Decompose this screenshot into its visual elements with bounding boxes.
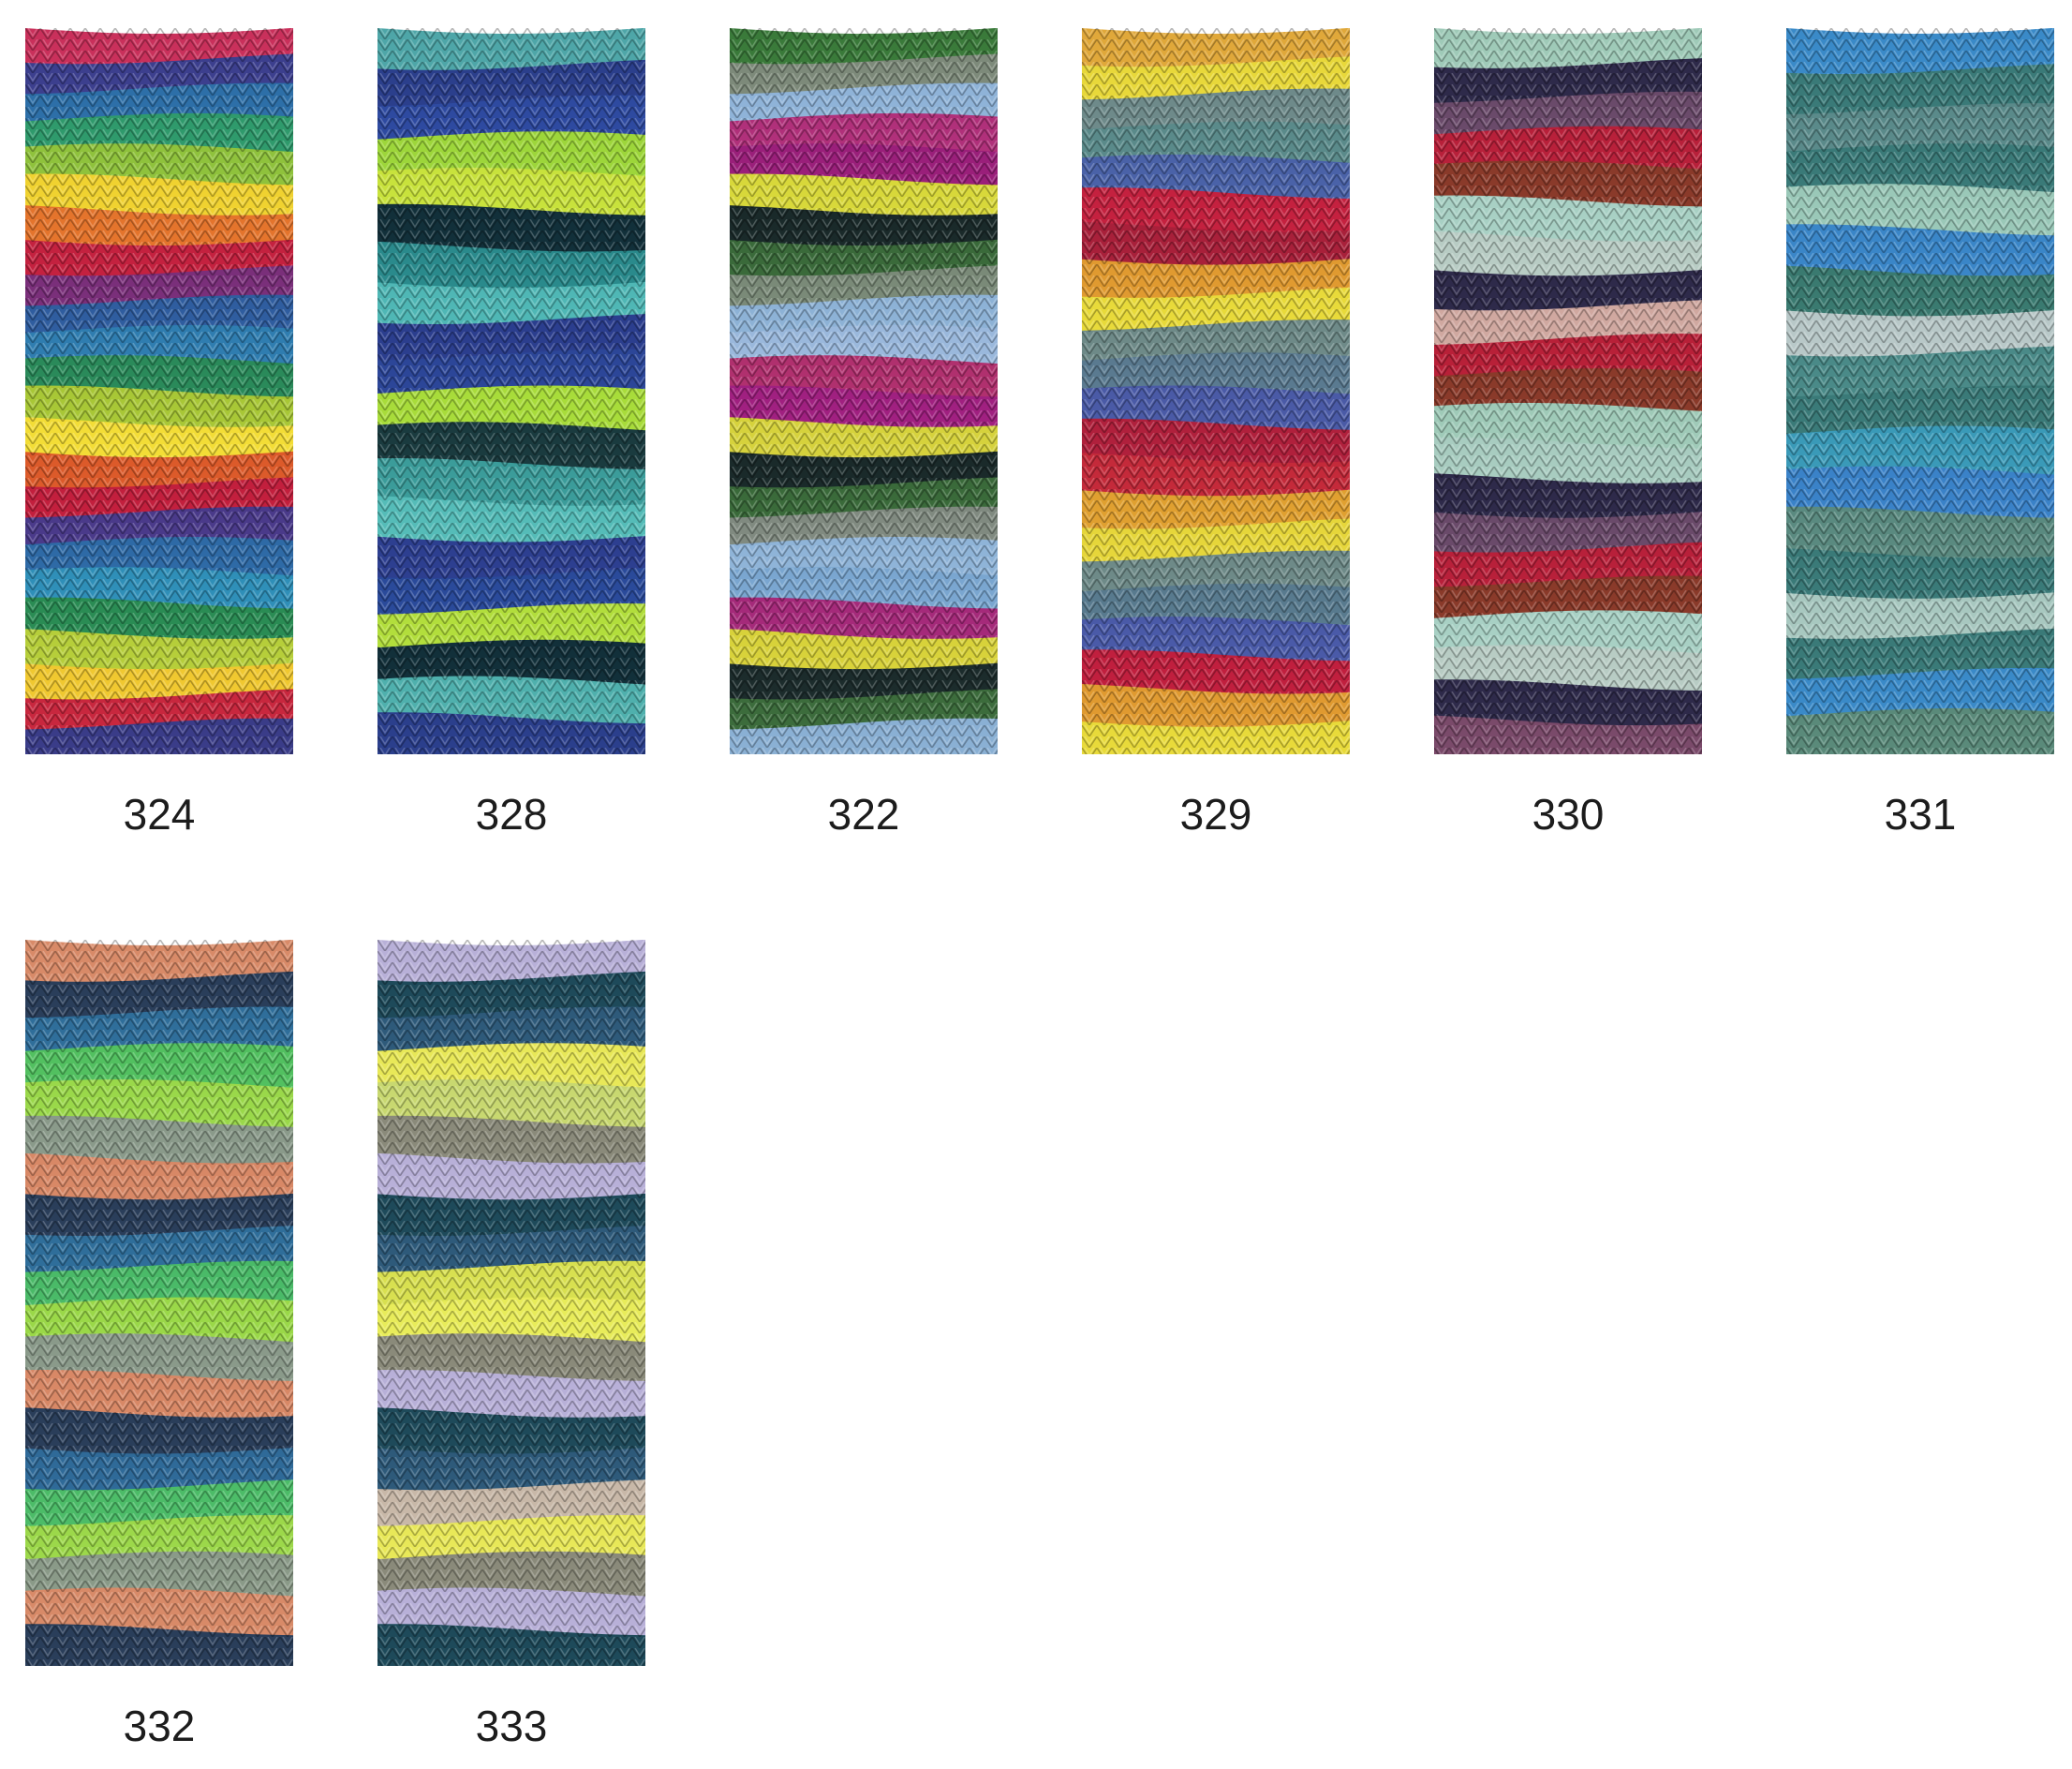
swatch-label-331: 331: [1884, 790, 1957, 839]
swatch-label-322: 322: [827, 790, 900, 839]
knit-texture: [25, 28, 293, 754]
knit-texture: [377, 940, 645, 1666]
knit-texture: [1082, 28, 1350, 754]
swatch-332-knit: [25, 940, 293, 1666]
swatch-328-knit: [377, 28, 645, 754]
knit-texture: [730, 28, 998, 754]
swatch-330-knit: [1434, 28, 1702, 754]
swatch-322-knit: [730, 28, 998, 754]
swatch-label-328: 328: [475, 790, 548, 839]
swatch-322[interactable]: [730, 28, 998, 754]
knit-texture: [377, 28, 645, 754]
swatch-label-330: 330: [1532, 790, 1605, 839]
knit-texture: [1434, 28, 1702, 754]
swatch-333[interactable]: [377, 940, 645, 1666]
swatch-label-329: 329: [1179, 790, 1252, 839]
swatch-331[interactable]: [1786, 28, 2054, 754]
knit-texture: [1786, 28, 2054, 754]
swatch-330[interactable]: [1434, 28, 1702, 754]
swatch-324-knit: [25, 28, 293, 754]
swatch-label-333: 333: [475, 1702, 548, 1750]
swatch-331-knit: [1786, 28, 2054, 754]
knit-texture: [25, 940, 293, 1666]
swatch-324[interactable]: [25, 28, 293, 754]
swatch-333-knit: [377, 940, 645, 1666]
swatch-329[interactable]: [1082, 28, 1350, 754]
swatch-328[interactable]: [377, 28, 645, 754]
swatch-329-knit: [1082, 28, 1350, 754]
swatch-label-332: 332: [123, 1702, 196, 1750]
swatch-label-324: 324: [123, 790, 196, 839]
swatch-332[interactable]: [25, 940, 293, 1666]
